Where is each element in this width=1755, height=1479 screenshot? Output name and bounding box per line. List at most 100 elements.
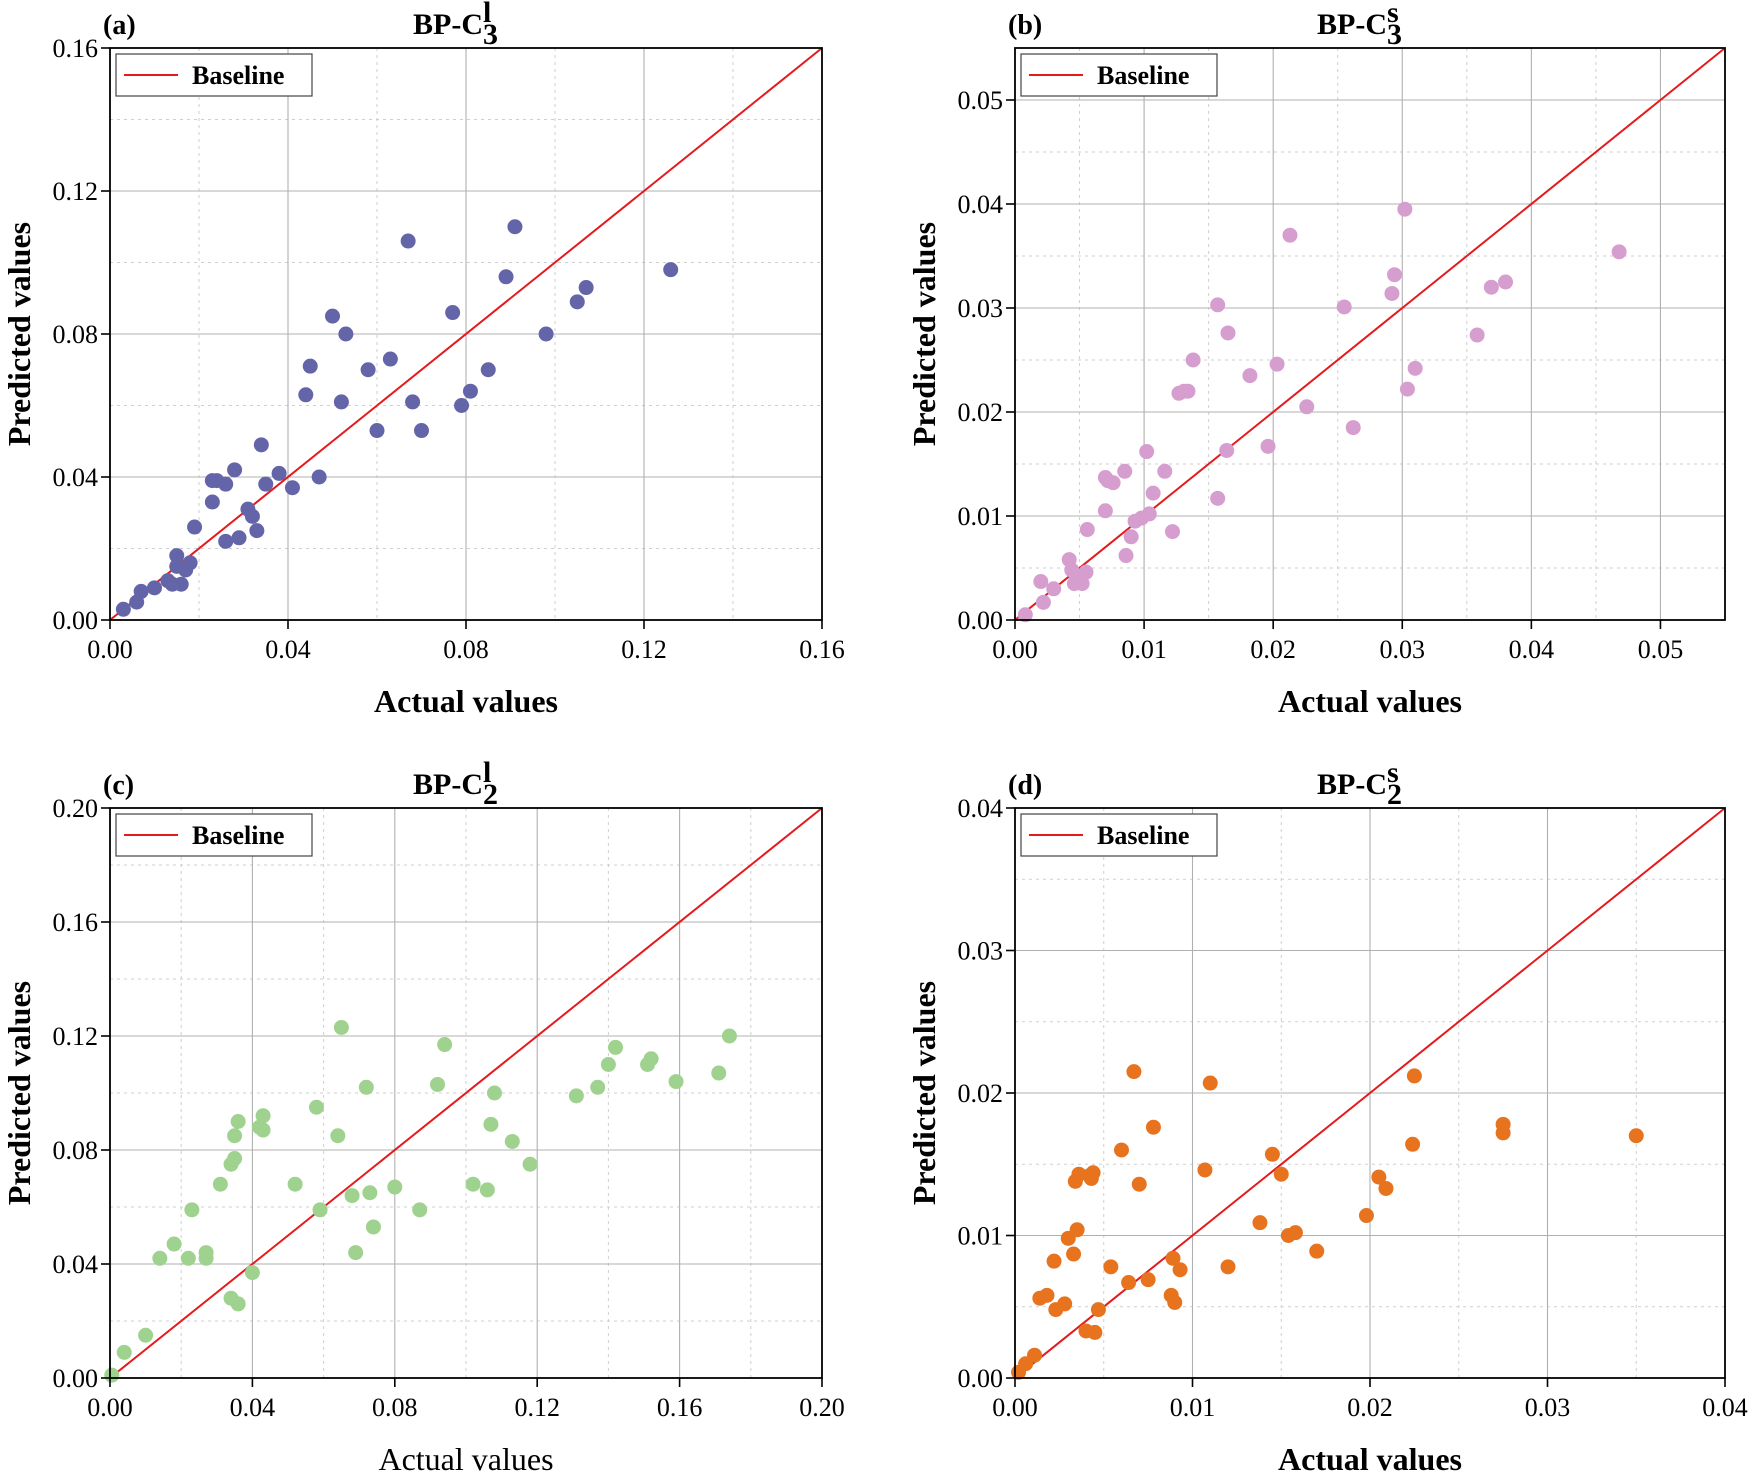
y-tick-label: 0.20 <box>53 794 99 823</box>
y-tick-label: 0.03 <box>958 294 1004 323</box>
data-point <box>590 1079 606 1095</box>
data-point <box>1097 503 1113 519</box>
data-point <box>1397 201 1413 217</box>
data-point <box>1345 420 1361 436</box>
data-point <box>1027 1347 1043 1363</box>
data-point <box>1123 529 1139 545</box>
data-point <box>230 1296 246 1312</box>
grid <box>110 48 822 620</box>
panel-title-subscript: 2 <box>1387 778 1402 811</box>
data-point <box>298 387 314 403</box>
data-point <box>479 1182 495 1198</box>
data-point <box>643 1051 659 1067</box>
data-point <box>1164 524 1180 540</box>
y-tick-label: 0.16 <box>53 908 99 937</box>
panel-title-main: BP-C <box>1317 768 1387 801</box>
data-point <box>1069 1222 1085 1238</box>
data-point <box>287 1176 303 1192</box>
data-point <box>465 1176 481 1192</box>
data-point <box>1269 356 1285 372</box>
data-point <box>608 1039 624 1055</box>
data-point <box>1399 381 1415 397</box>
data-point <box>249 523 265 539</box>
data-point <box>365 1219 381 1235</box>
data-point <box>412 1202 428 1218</box>
data-point <box>362 1185 378 1201</box>
data-point <box>1145 485 1161 501</box>
data-point <box>405 394 421 410</box>
data-point <box>255 1122 271 1138</box>
baseline-line <box>109 807 823 1379</box>
data-point <box>1185 352 1201 368</box>
data-point <box>430 1076 446 1092</box>
data-point <box>184 1202 200 1218</box>
data-point <box>1145 1119 1161 1135</box>
plot-frame <box>1014 47 1726 621</box>
y-tick-label: 0.08 <box>53 320 99 349</box>
data-point <box>1157 463 1173 479</box>
data-point <box>1371 1169 1387 1185</box>
data-point <box>1140 1272 1156 1288</box>
data-point <box>1197 1162 1213 1178</box>
y-axis-title: Predicted values <box>1 981 37 1205</box>
x-tick-label: 0.16 <box>657 1393 703 1422</box>
data-point <box>1141 506 1157 522</box>
data-point <box>311 469 327 485</box>
data-point <box>1079 522 1095 538</box>
data-point <box>382 351 398 367</box>
y-tick-label: 0.12 <box>53 177 99 206</box>
legend-label: Baseline <box>192 61 284 90</box>
y-tick-label: 0.12 <box>53 1022 99 1051</box>
data-point <box>218 533 234 549</box>
data-point <box>255 1108 271 1124</box>
x-axis-title: Actual values <box>1278 1441 1462 1477</box>
data-point <box>271 465 287 481</box>
legend: Baseline <box>1020 53 1218 97</box>
y-axis-title: Predicted values <box>906 981 942 1205</box>
x-tick-label: 0.04 <box>230 1393 276 1422</box>
data-point <box>1611 244 1627 260</box>
data-point <box>244 508 260 524</box>
data-point <box>437 1037 453 1053</box>
data-point <box>1384 285 1400 301</box>
data-point <box>480 362 496 378</box>
data-point <box>230 1114 246 1129</box>
data-point <box>198 1245 214 1261</box>
data-point <box>1407 360 1423 376</box>
panel-title-superscript: l <box>483 0 491 29</box>
data-point <box>1405 1136 1421 1152</box>
data-point <box>1406 1068 1422 1084</box>
data-point <box>227 1128 243 1144</box>
data-point <box>1220 325 1236 341</box>
data-point <box>1046 1253 1062 1269</box>
data-point <box>1264 1146 1280 1162</box>
grid <box>1015 48 1725 620</box>
data-point <box>302 358 318 374</box>
legend-label: Baseline <box>1097 821 1189 850</box>
panel-title-main: BP-C <box>413 768 483 801</box>
data-point <box>187 519 203 535</box>
data-point <box>1017 607 1033 623</box>
data-point <box>600 1057 616 1072</box>
panel-c: 0.00 0.04 0.08 0.12 0.16 0.20 0.00 0.04 0.08 0.12… <box>1 756 845 1477</box>
data-point <box>330 1128 346 1144</box>
panel-letter: (b) <box>1008 10 1042 41</box>
data-point <box>569 294 585 310</box>
panel-title-main: BP-C <box>1317 8 1387 41</box>
panel-title-subscript: 3 <box>483 18 498 51</box>
x-tick-label: 0.08 <box>443 635 489 664</box>
legend: Baseline <box>115 53 313 97</box>
data-point <box>1126 1064 1142 1080</box>
panel-title: BP-C l3 <box>413 0 498 51</box>
legend: Baseline <box>115 813 313 857</box>
data-point <box>1121 1275 1137 1291</box>
data-point <box>173 576 189 592</box>
data-point <box>1202 1075 1218 1091</box>
x-tick-label: 0.04 <box>1702 1393 1748 1422</box>
data-point <box>1495 1125 1511 1141</box>
data-point <box>711 1065 727 1081</box>
data-point <box>462 383 478 399</box>
y-tick-label: 0.04 <box>958 794 1004 823</box>
data-point <box>333 1019 349 1035</box>
data-point <box>133 583 149 599</box>
